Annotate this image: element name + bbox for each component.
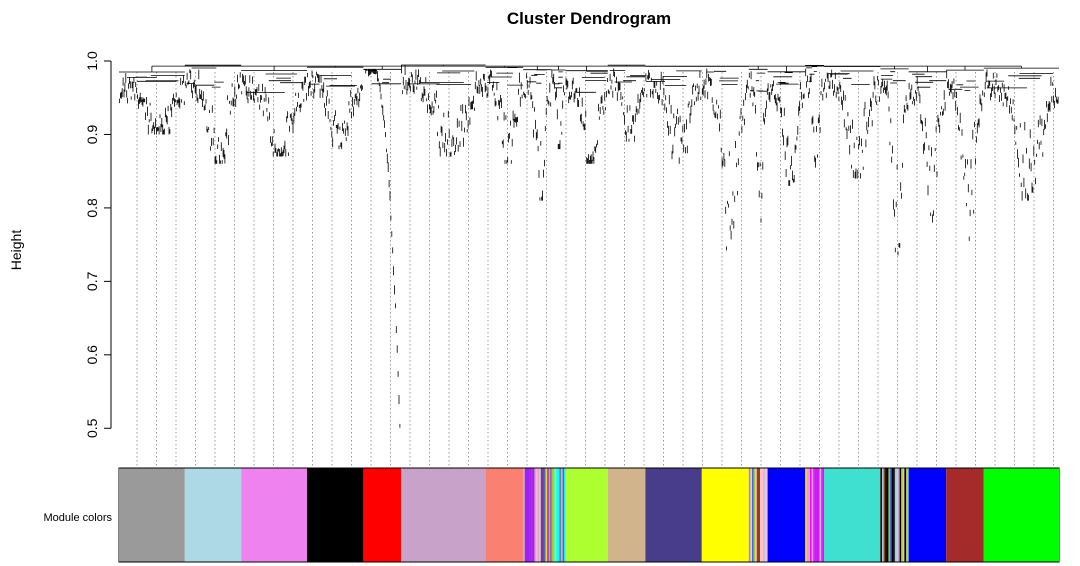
module-color-stripe (764, 468, 767, 562)
module-color-stripe (544, 468, 546, 562)
module-color-stripe (894, 468, 897, 562)
module-color-stripe (806, 468, 809, 562)
dendrogram-branches (119, 64, 1059, 428)
module-color-stripe (534, 468, 537, 562)
y-tick-label-3: 0.8 (84, 198, 100, 218)
module-color-stripe (528, 468, 530, 562)
module-color-stripe (557, 468, 560, 562)
module-color-band-2 (241, 468, 307, 562)
module-color-stripe (907, 468, 910, 562)
module-color-stripe (763, 468, 765, 562)
module-color-stripe (819, 468, 822, 562)
module-color-stripe (756, 468, 759, 562)
module-color-stripe (524, 468, 527, 562)
module-color-band-1 (184, 468, 242, 562)
module-color-stripe (808, 468, 811, 562)
y-tick-label-2: 0.7 (84, 271, 100, 291)
module-color-stripe (523, 468, 525, 562)
module-color-stripe (901, 468, 903, 562)
module-colors-label: Module colors (44, 512, 113, 524)
module-color-stripe (540, 468, 543, 562)
module-color-stripe (553, 468, 555, 562)
module-color-band-18 (908, 468, 947, 562)
module-color-stripe (885, 468, 887, 562)
module-color-stripe (880, 468, 883, 562)
module-color-band-3 (307, 468, 364, 562)
module-color-stripe (526, 468, 529, 562)
module-color-stripe (561, 468, 563, 562)
module-color-strip (118, 467, 1060, 563)
module-color-stripe (531, 468, 533, 562)
module-color-stripe (814, 468, 817, 562)
module-color-stripe (896, 468, 899, 562)
module-color-stripe (562, 468, 565, 562)
module-color-stripe (813, 468, 815, 562)
module-color-stripe (766, 468, 769, 562)
module-color-stripe (902, 468, 905, 562)
module-color-stripe (529, 468, 532, 562)
module-color-stripe (547, 468, 549, 562)
y-tick-label-1: 0.6 (84, 345, 100, 365)
module-color-stripe (551, 468, 554, 562)
module-color-stripe (556, 468, 558, 562)
module-color-stripe (882, 468, 884, 562)
module-color-stripe (539, 468, 541, 562)
module-color-stripe (818, 468, 820, 562)
module-color-stripe (532, 468, 535, 562)
module-color-stripe (899, 468, 902, 562)
y-tick-label-0: 0.5 (84, 418, 100, 438)
module-color-stripe (748, 468, 751, 562)
module-color-stripe (888, 468, 891, 562)
module-color-stripe (891, 468, 894, 562)
module-color-stripe (906, 468, 908, 562)
module-color-stripe (811, 468, 814, 562)
module-color-band-16 (824, 468, 881, 562)
module-color-stripe (890, 468, 892, 562)
module-color-stripe (904, 468, 907, 562)
dendrogram-tree (119, 64, 1059, 428)
y-tick-label-4: 0.9 (84, 125, 100, 145)
module-color-stripe (758, 468, 761, 562)
y-tick-label-5: 1.0 (84, 51, 100, 71)
module-color-stripe (898, 468, 900, 562)
module-color-band-9 (565, 468, 608, 562)
module-color-stripe (822, 468, 825, 562)
module-color-stripe (554, 468, 557, 562)
module-color-stripe (816, 468, 819, 562)
module-color-band-4 (363, 468, 401, 562)
module-color-band-10 (607, 468, 646, 562)
module-color-band-20 (983, 468, 1059, 562)
module-color-band-6 (485, 468, 524, 562)
module-color-stripe (805, 468, 807, 562)
module-color-stripe (761, 468, 764, 562)
module-color-band-11 (645, 468, 702, 562)
y-axis-label: Height (8, 230, 24, 271)
module-color-stripe (893, 468, 895, 562)
module-color-stripe (753, 468, 756, 562)
module-color-stripe (750, 468, 753, 562)
y-axis-ticks: 0.5 0.6 0.7 0.8 0.9 1.0 (84, 51, 111, 438)
module-color-stripe (810, 468, 812, 562)
module-color-stripe (542, 468, 545, 562)
chart-title: Cluster Dendrogram (507, 9, 671, 28)
module-color-stripe (536, 468, 538, 562)
module-color-band-14 (767, 468, 806, 562)
module-color-stripe (559, 468, 562, 562)
module-color-stripe (883, 468, 886, 562)
module-color-stripe (545, 468, 548, 562)
module-color-stripe (564, 468, 566, 562)
module-color-stripe (548, 468, 551, 562)
module-color-stripe (760, 468, 762, 562)
module-color-stripe (755, 468, 757, 562)
module-color-stripe (886, 468, 889, 562)
module-color-band-19 (946, 468, 984, 562)
module-color-band-12 (701, 468, 749, 562)
module-color-band-0 (119, 468, 185, 562)
module-color-stripe (550, 468, 553, 562)
module-color-stripe (752, 468, 754, 562)
module-color-stripe (537, 468, 540, 562)
module-color-band-5 (401, 468, 486, 562)
module-color-stripe (821, 468, 823, 562)
